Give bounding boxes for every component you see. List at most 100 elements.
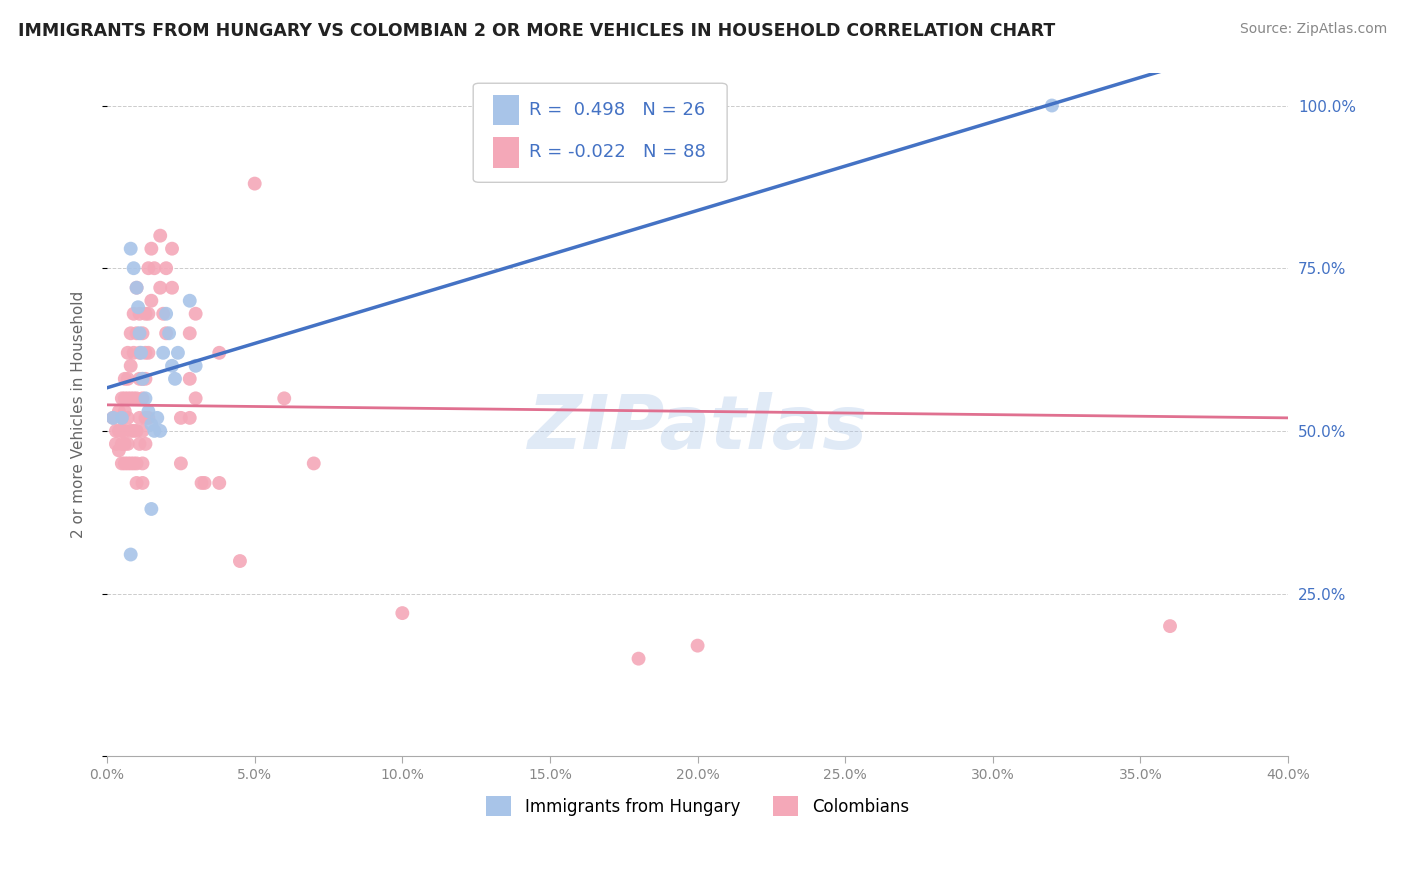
Point bbox=[120, 392, 142, 406]
Point bbox=[138, 404, 160, 418]
Point bbox=[111, 457, 134, 471]
Point bbox=[155, 261, 177, 276]
Point bbox=[149, 281, 172, 295]
Point bbox=[117, 392, 139, 406]
FancyBboxPatch shape bbox=[494, 95, 519, 126]
Point bbox=[179, 372, 201, 386]
Point bbox=[138, 410, 160, 425]
Point bbox=[131, 457, 153, 471]
Point bbox=[111, 392, 134, 406]
Point bbox=[120, 424, 142, 438]
Point bbox=[131, 475, 153, 490]
Point bbox=[114, 437, 136, 451]
Point bbox=[149, 228, 172, 243]
Point bbox=[163, 372, 186, 386]
Point bbox=[104, 437, 127, 451]
Point bbox=[134, 392, 156, 406]
Point bbox=[101, 410, 124, 425]
FancyBboxPatch shape bbox=[494, 137, 519, 168]
Point bbox=[627, 651, 650, 665]
Point bbox=[117, 372, 139, 386]
Point bbox=[146, 410, 169, 425]
Point bbox=[190, 475, 212, 490]
Point bbox=[138, 346, 160, 360]
Point bbox=[167, 346, 190, 360]
Point bbox=[131, 372, 153, 386]
Point bbox=[120, 326, 142, 341]
Point bbox=[134, 372, 156, 386]
Point bbox=[111, 410, 134, 425]
Point bbox=[128, 410, 150, 425]
Point bbox=[184, 392, 207, 406]
Point bbox=[138, 261, 160, 276]
Point bbox=[184, 359, 207, 373]
Point bbox=[141, 502, 163, 516]
Point bbox=[111, 424, 134, 438]
Point bbox=[131, 424, 153, 438]
Point bbox=[391, 606, 413, 620]
Point bbox=[101, 410, 124, 425]
Point bbox=[128, 437, 150, 451]
Point bbox=[131, 392, 153, 406]
Point bbox=[141, 242, 163, 256]
Point bbox=[160, 359, 183, 373]
Point bbox=[114, 424, 136, 438]
Point bbox=[125, 326, 148, 341]
Point bbox=[155, 307, 177, 321]
Point bbox=[141, 417, 163, 432]
Point bbox=[179, 293, 201, 308]
Point bbox=[152, 346, 174, 360]
Point bbox=[108, 443, 131, 458]
Point bbox=[1159, 619, 1181, 633]
Text: R =  0.498   N = 26: R = 0.498 N = 26 bbox=[529, 101, 704, 119]
Point bbox=[134, 346, 156, 360]
Point bbox=[120, 359, 142, 373]
Point bbox=[157, 326, 180, 341]
Point bbox=[125, 457, 148, 471]
Point bbox=[129, 346, 152, 360]
Point bbox=[125, 392, 148, 406]
Point bbox=[125, 475, 148, 490]
Point bbox=[1040, 98, 1063, 112]
Point bbox=[111, 410, 134, 425]
Point bbox=[152, 307, 174, 321]
Point bbox=[160, 242, 183, 256]
Point bbox=[120, 548, 142, 562]
Point bbox=[170, 410, 193, 425]
Point bbox=[114, 392, 136, 406]
Point bbox=[179, 410, 201, 425]
Point bbox=[122, 346, 145, 360]
Point bbox=[686, 639, 709, 653]
Text: ZIPatlas: ZIPatlas bbox=[527, 392, 868, 465]
Point bbox=[134, 307, 156, 321]
Point bbox=[104, 424, 127, 438]
Point bbox=[243, 177, 266, 191]
Text: R = -0.022   N = 88: R = -0.022 N = 88 bbox=[529, 144, 706, 161]
Point bbox=[122, 261, 145, 276]
Point bbox=[138, 307, 160, 321]
Point bbox=[122, 307, 145, 321]
Point bbox=[302, 457, 325, 471]
Point bbox=[108, 424, 131, 438]
Point bbox=[128, 346, 150, 360]
Text: Source: ZipAtlas.com: Source: ZipAtlas.com bbox=[1240, 22, 1388, 37]
Point bbox=[134, 410, 156, 425]
Point bbox=[208, 346, 231, 360]
Point bbox=[208, 475, 231, 490]
Point bbox=[193, 475, 215, 490]
Point bbox=[143, 261, 166, 276]
Point bbox=[128, 372, 150, 386]
Point bbox=[127, 300, 149, 314]
Point bbox=[111, 437, 134, 451]
Point bbox=[273, 392, 295, 406]
Point bbox=[117, 410, 139, 425]
Point bbox=[229, 554, 252, 568]
Point bbox=[120, 457, 142, 471]
Point bbox=[114, 404, 136, 418]
Point bbox=[155, 326, 177, 341]
Point bbox=[120, 242, 142, 256]
Point bbox=[128, 326, 150, 341]
Point bbox=[160, 281, 183, 295]
Point bbox=[141, 293, 163, 308]
Point bbox=[122, 424, 145, 438]
